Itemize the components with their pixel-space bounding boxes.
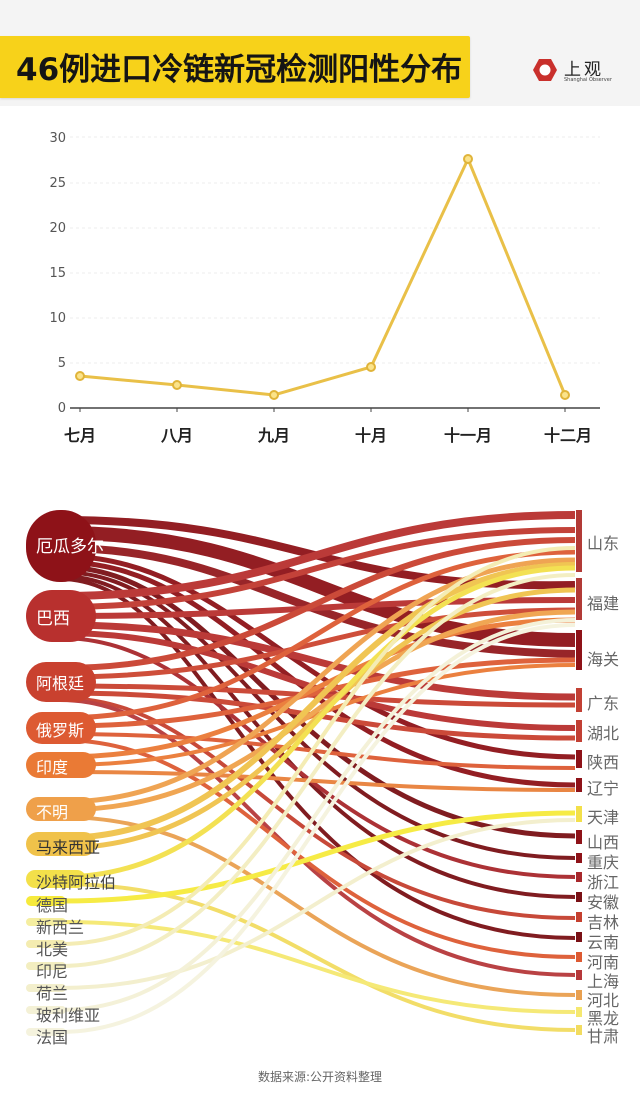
logo-subtext: Shanghai Observer [564, 77, 612, 83]
page-title: 46例进口冷链新冠检测阳性分布 [16, 52, 463, 88]
source-label-india: 印度 [36, 758, 69, 777]
target-label-shaanxi: 陕西 [587, 753, 620, 772]
target-label-gansu: 甘肃 [587, 1027, 620, 1046]
line-chart: 30 25 20 15 10 5 0 七月 八月 九月 十月 十一月 十二月 [49, 131, 600, 445]
svg-text:10: 10 [49, 311, 66, 326]
logo-text: 上观 [564, 60, 604, 80]
target-label-henan: 河南 [587, 953, 620, 972]
source-label-north-america: 北美 [36, 940, 69, 959]
svg-text:5: 5 [58, 356, 66, 371]
target-label-customs: 海关 [587, 650, 620, 669]
source-label-ecuador: 厄瓜多尔 [36, 537, 104, 557]
source-label-russia: 俄罗斯 [36, 721, 85, 740]
target-label-tianjin: 天津 [587, 808, 620, 827]
source-label-germany: 德国 [36, 896, 69, 915]
gridlines [70, 136, 600, 364]
svg-text:九月: 九月 [257, 426, 290, 445]
source-label-new-zealand: 新西兰 [36, 918, 85, 937]
target-label-shanghai: 上海 [587, 972, 620, 991]
source-label-france: 法国 [36, 1028, 69, 1047]
target-bars [576, 510, 582, 1035]
hexagon-logo-icon [533, 59, 557, 81]
source-nodes [26, 510, 96, 1036]
target-label-shandong: 山东 [587, 534, 620, 553]
data-source-note: 数据来源:公开资料整理 [257, 1070, 383, 1084]
target-label-yunnan: 云南 [587, 933, 620, 952]
flows [59, 511, 576, 1034]
target-label-anhui: 安徽 [587, 893, 620, 912]
svg-text:七月: 七月 [64, 426, 96, 445]
target-label-zhejiang: 浙江 [587, 873, 620, 892]
data-line [79, 155, 567, 397]
target-label-jilin: 吉林 [587, 913, 620, 932]
svg-text:十月: 十月 [355, 426, 387, 445]
source-label-bolivia: 玻利维亚 [36, 1006, 101, 1025]
source-label-brazil: 巴西 [36, 609, 70, 629]
target-label-heilongjiang: 黑龙 [587, 1009, 620, 1028]
svg-text:20: 20 [49, 221, 66, 236]
shanghai-observer-logo: 上观 Shanghai Observer [530, 55, 630, 85]
svg-text:八月: 八月 [160, 426, 193, 445]
svg-text:十一月: 十一月 [444, 426, 492, 445]
svg-text:0: 0 [58, 401, 66, 416]
target-label-liaoning: 辽宁 [587, 779, 620, 798]
source-label-saudi-arabia: 沙特阿拉伯 [36, 873, 117, 892]
svg-text:25: 25 [49, 176, 66, 191]
svg-text:15: 15 [49, 266, 66, 281]
target-label-hubei: 湖北 [587, 724, 620, 743]
x-axis-labels: 七月 八月 九月 十月 十一月 十二月 [64, 426, 592, 445]
y-axis-ticks: 30 25 20 15 10 5 0 [49, 131, 66, 416]
svg-text:30: 30 [49, 131, 66, 146]
source-label-argentina: 阿根廷 [36, 674, 85, 693]
data-points [75, 154, 570, 400]
target-label-chongqing: 重庆 [587, 853, 620, 872]
target-label-shanxi: 山西 [587, 833, 620, 852]
title-banner: 46例进口冷链新冠检测阳性分布 [0, 36, 470, 98]
sankey-chart [26, 510, 582, 1036]
source-label-unknown: 不明 [36, 803, 69, 822]
source-label-malaysia: 马来西亚 [36, 838, 101, 857]
svg-text:十二月: 十二月 [544, 426, 592, 445]
source-label-netherlands: 荷兰 [36, 984, 69, 1003]
target-label-fujian: 福建 [587, 594, 620, 613]
target-label-hebei: 河北 [587, 991, 620, 1010]
target-label-guangdong: 广东 [587, 694, 620, 713]
source-label-indonesia: 印尼 [36, 962, 69, 981]
